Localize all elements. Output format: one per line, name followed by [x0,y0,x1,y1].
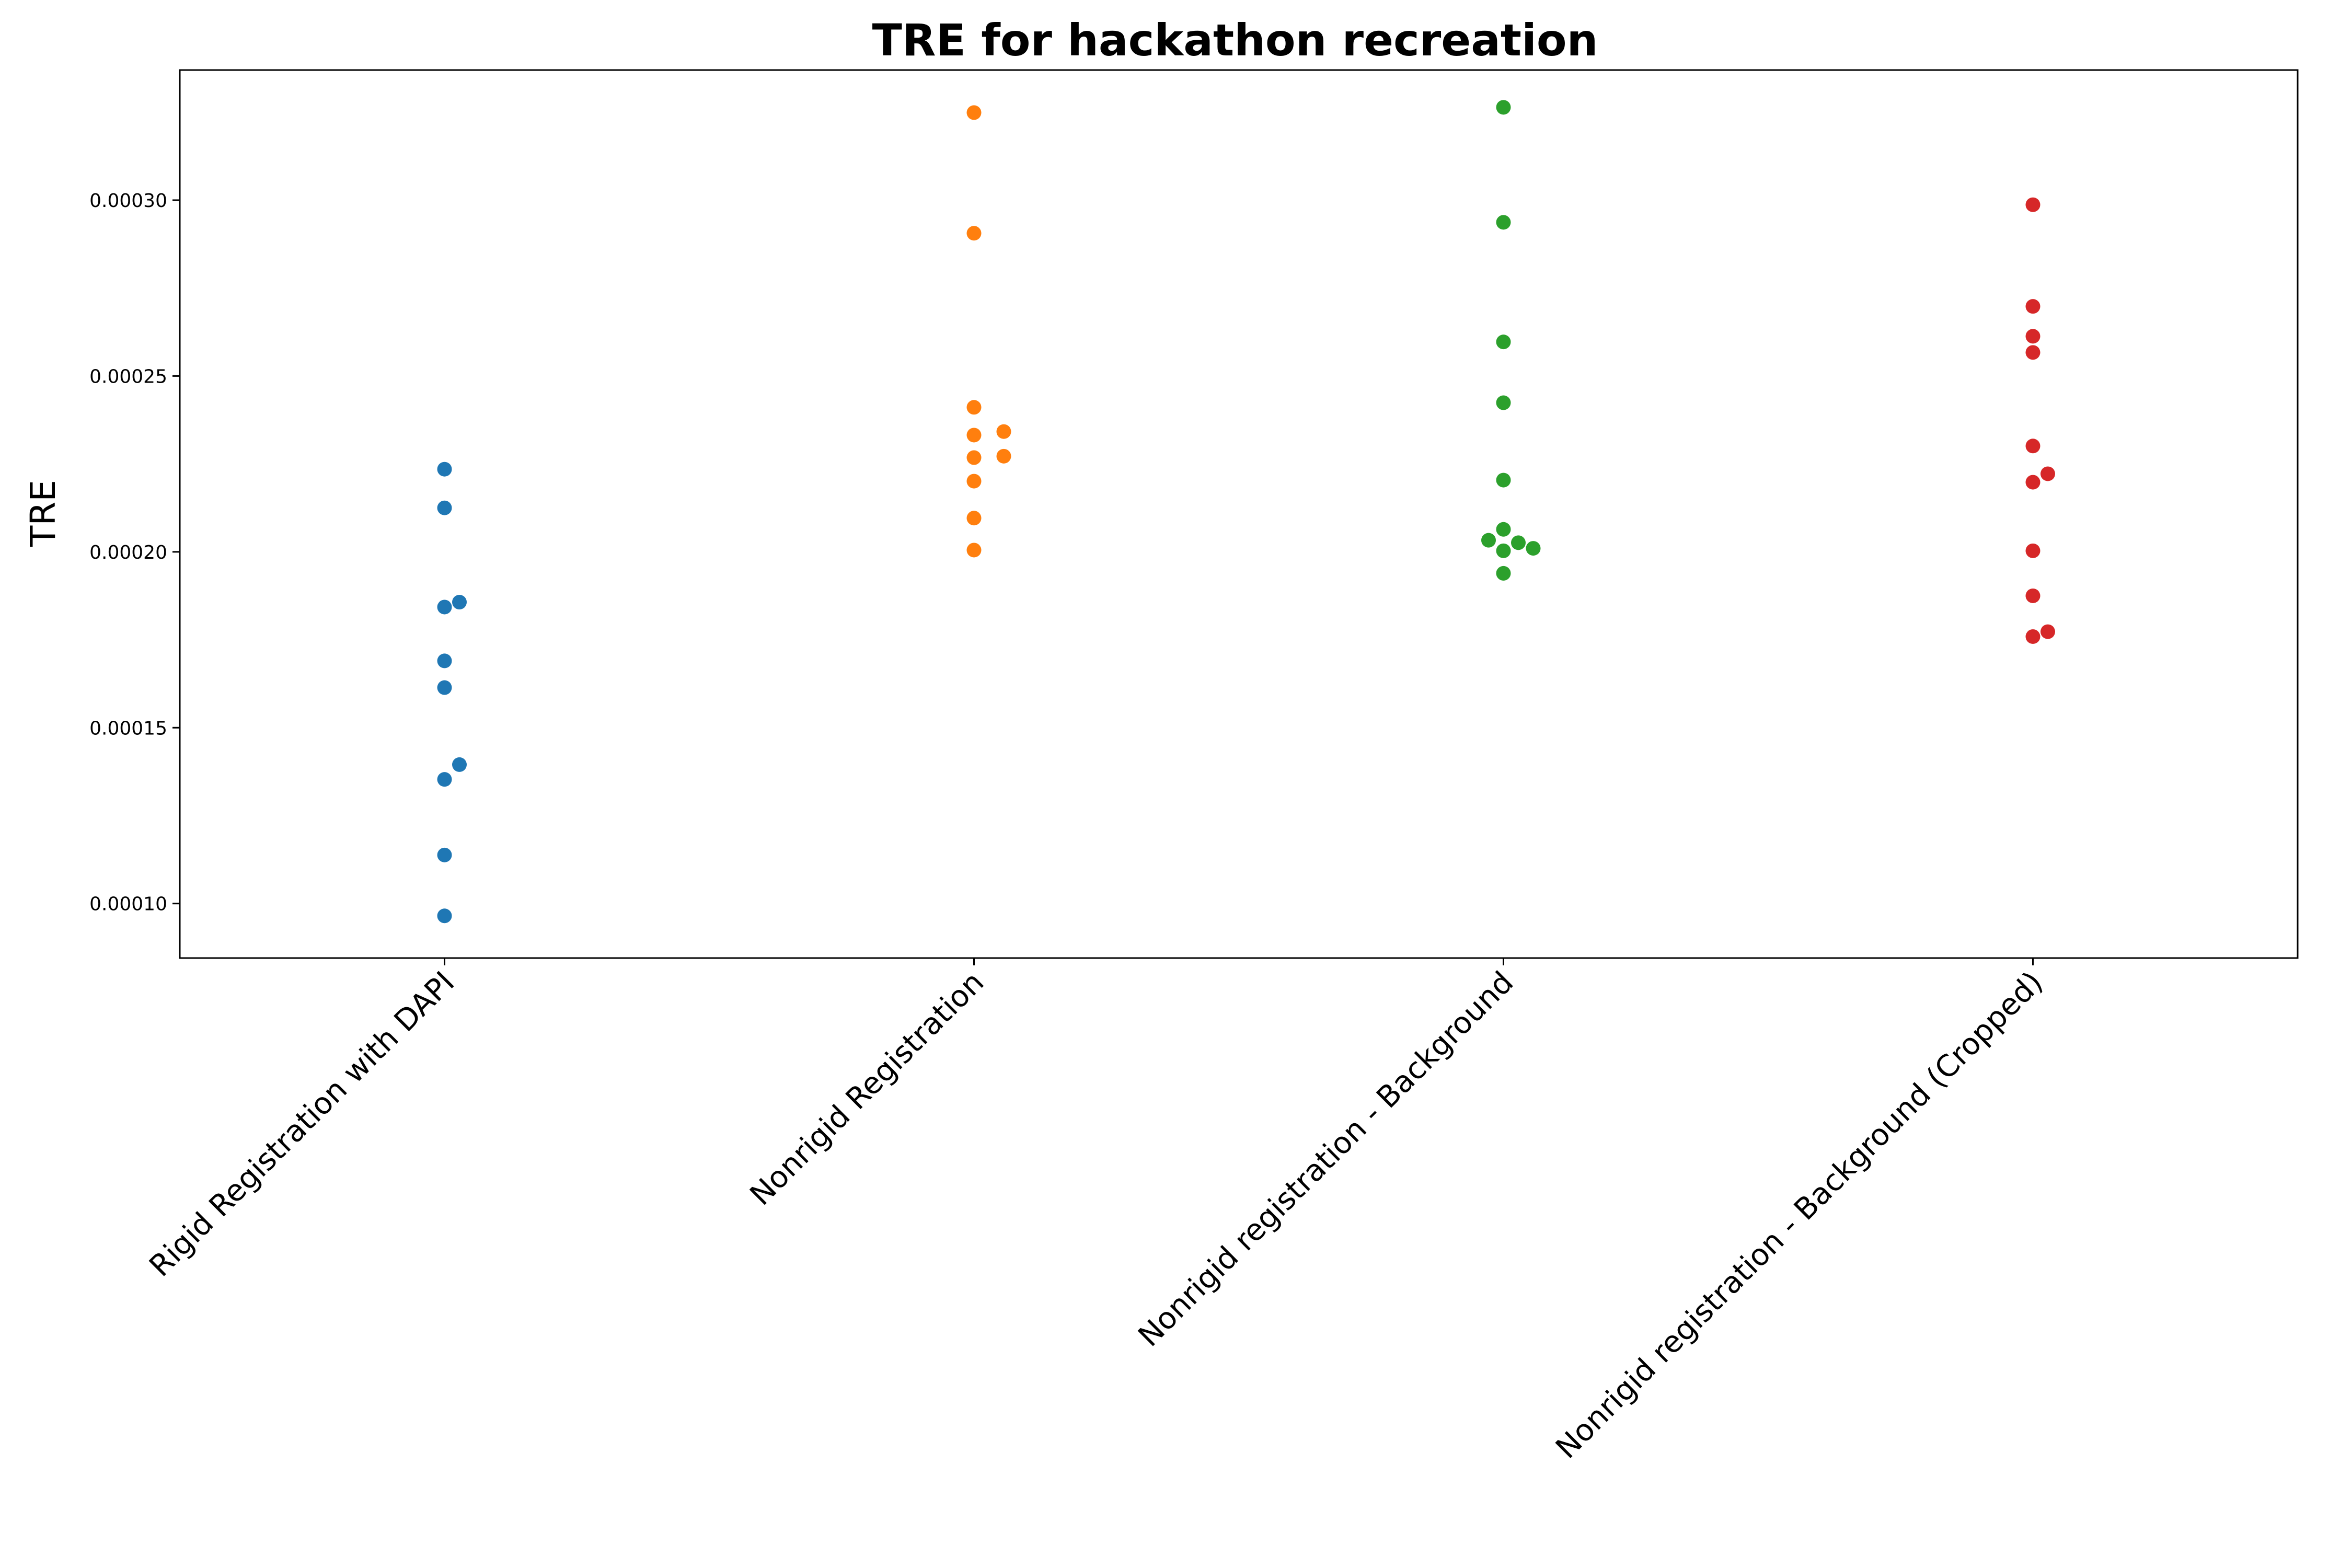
chart-title: TRE for hackathon recreation [872,15,1598,66]
data-point [2025,475,2040,490]
data-point [437,500,452,515]
data-point [1496,522,1511,537]
data-point [966,511,982,526]
y-tick-label: 0.00030 [89,190,167,212]
data-point [2025,543,2040,558]
data-point [437,462,452,477]
data-point [966,226,982,241]
y-tick-label: 0.00020 [89,542,167,563]
data-point [437,653,452,668]
data-point [1496,215,1511,230]
y-axis-label: TRE [23,480,63,547]
data-point [1496,335,1511,350]
plot-area-frame [179,69,2299,959]
data-point [2025,197,2040,212]
data-point [996,424,1011,439]
data-point [437,847,452,862]
x-tick-label: Rigid Registration with DAPI [143,965,461,1283]
x-tick-label: Nonrigid registration - Background [1132,965,1520,1353]
data-point [1526,541,1541,556]
data-point [2025,329,2040,344]
y-tick-label: 0.00010 [89,894,167,915]
data-point [966,428,982,443]
data-point [452,595,467,610]
data-point [437,908,452,924]
y-tick-label: 0.00015 [89,718,167,739]
x-tick-label: Nonrigid registration - Background (Crop… [1549,965,2049,1465]
data-point [2040,466,2055,481]
data-point [1496,395,1511,410]
data-point [966,105,982,120]
x-axis: Rigid Registration with DAPI Nonrigid Reg… [143,958,2049,1466]
data-point [452,757,467,772]
data-point [966,543,982,558]
data-point [1496,566,1511,581]
data-point [1481,533,1496,548]
data-point [2025,299,2040,314]
data-points [437,100,2055,924]
y-axis: 0.00010 0.00015 0.00020 0.00025 0.00030 [89,190,180,915]
data-point [1511,535,1526,550]
y-tick-label: 0.00025 [89,366,167,387]
data-point [437,599,452,615]
x-tick-label: Nonrigid Registration [743,965,990,1212]
data-point [437,680,452,695]
data-point [1496,100,1511,115]
data-point [437,772,452,787]
data-point [2025,345,2040,360]
data-point [966,474,982,489]
data-point [1496,543,1511,558]
data-point [966,400,982,415]
data-point [2025,439,2040,454]
data-point [1496,472,1511,488]
data-point [996,448,1011,464]
data-point [2025,588,2040,603]
data-point [2040,624,2055,639]
data-point [966,450,982,465]
data-point [2025,629,2040,644]
